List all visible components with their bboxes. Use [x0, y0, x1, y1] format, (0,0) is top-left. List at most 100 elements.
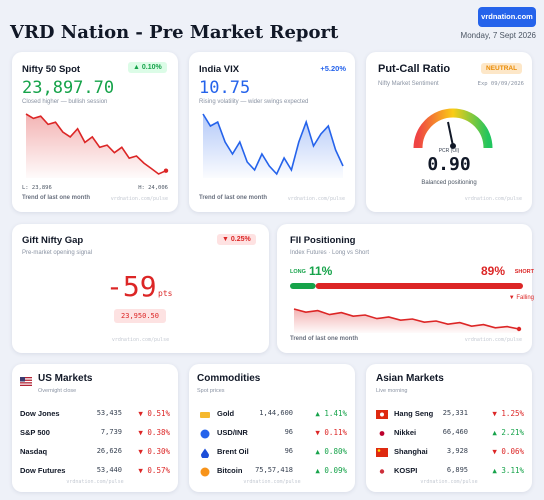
market-level: 75,57,418: [255, 466, 293, 474]
market-name: Shanghai: [394, 447, 428, 456]
flag-icon: [20, 377, 32, 386]
market-change: ▲ 0.09%: [315, 466, 347, 475]
report-date: Monday, 7 Sept 2026: [460, 31, 536, 40]
market-change: ▲ 1.41%: [315, 409, 347, 418]
card-title: FII Positioning: [290, 235, 356, 246]
watermark: vrdnation.com/pulse: [464, 337, 522, 343]
trend-label: Trend of last one month: [199, 195, 268, 201]
us-card: [12, 364, 178, 492]
gift-card: [12, 224, 269, 353]
long-bar: [290, 283, 316, 289]
market-change: ▼ 0.30%: [138, 447, 170, 456]
sparkline-area: [294, 309, 519, 333]
row-icon: [376, 429, 388, 438]
market-name: USD/INR: [217, 428, 248, 437]
row-icon: [376, 410, 388, 419]
market-name: Dow Jones: [20, 409, 60, 418]
subtitle: Nifty Market Sentiment: [378, 81, 439, 87]
change-badge: ▲ 0.10%: [128, 62, 167, 73]
sparkline-line: [293, 308, 520, 330]
low-label: L: 23,896: [22, 185, 52, 191]
market-name: Brent Oil: [217, 447, 249, 456]
card-title: India VIX: [199, 64, 240, 75]
row-icon: [200, 412, 210, 418]
subtitle: Index Futures · Long vs Short: [290, 250, 370, 256]
market-level: 26,626: [96, 447, 122, 455]
row-icon: [201, 448, 209, 458]
market-level: 53,435: [96, 409, 122, 417]
last-point: [163, 168, 169, 173]
market-name: Nasdaq: [20, 447, 48, 456]
card-title: US Markets: [38, 373, 93, 384]
site-link[interactable]: vrdnation.com: [478, 7, 536, 27]
card-title: Gift Nifty Gap: [22, 235, 84, 246]
change: +5.20%: [320, 64, 346, 73]
subtitle: Pre-market opening signal: [22, 250, 93, 256]
row-icon: [200, 467, 210, 477]
note: Closed higher — bullish session: [22, 99, 108, 105]
note: Balanced positioning: [421, 180, 477, 186]
market-change: ▼ 0.57%: [138, 466, 170, 475]
short-label: SHORT: [514, 269, 534, 275]
row-icon: [376, 467, 388, 476]
market-level: 96: [284, 428, 293, 436]
market-change: ▼ 0.06%: [492, 447, 524, 456]
commodities-card: [189, 364, 355, 492]
market-level: 25,331: [442, 409, 468, 417]
gauge-needle: [447, 121, 454, 147]
vix-value: 10.75: [199, 78, 251, 98]
subtitle: Live morning: [376, 388, 408, 394]
card-title: Put-Call Ratio: [378, 63, 451, 75]
market-name: Bitcoin: [217, 466, 243, 475]
market-change: ▲ 0.80%: [315, 447, 347, 456]
market-name: Gold: [217, 409, 235, 418]
asia-card: [366, 364, 532, 492]
row-icon: [376, 448, 388, 457]
market-change: ▲ 3.11%: [492, 466, 524, 475]
card-title: Nifty 50 Spot: [22, 64, 81, 75]
last-point: [516, 326, 522, 332]
high-label: H: 24,006: [138, 185, 168, 191]
row-icon: [200, 429, 210, 439]
sparkline: [25, 113, 169, 178]
trend-label: Trend of last one month: [290, 336, 359, 342]
watermark: vrdnation.com/pulse: [66, 479, 124, 485]
market-change: ▼ 1.25%: [492, 409, 524, 418]
change-badge: ▼ 0.25%: [217, 234, 256, 245]
sparkline-area: [203, 114, 343, 178]
watermark: vrdnation.com/pulse: [111, 337, 170, 343]
expiry: Exp 09/09/2026: [477, 81, 524, 87]
direction: ▼ Falling: [508, 295, 534, 301]
pcr-card: [366, 52, 532, 212]
market-level: 53,440: [96, 466, 122, 474]
market-level: 96: [284, 447, 293, 455]
market-change: ▼ 0.11%: [315, 428, 347, 437]
watermark: vrdnation.com/pulse: [243, 479, 301, 485]
pcr-value: 0.90: [427, 154, 471, 175]
subtitle: Overnight close: [38, 388, 77, 394]
position-bar: [290, 283, 523, 289]
market-change: ▼ 0.51%: [138, 409, 170, 418]
page-title: VRD Nation - Pre Market Report: [10, 22, 339, 43]
gauge-label: PCR (OI): [438, 148, 460, 154]
watermark: vrdnation.com/pulse: [110, 196, 168, 202]
market-level: 6,895: [446, 466, 468, 474]
market-name: Dow Futures: [20, 466, 66, 475]
gauge: [413, 108, 493, 149]
sparkline-line: [202, 113, 344, 176]
card-title: Commodities: [197, 373, 261, 384]
market-name: Nikkei: [394, 428, 417, 437]
gift-level: 23,950.50: [114, 309, 166, 323]
long-value: 11%: [309, 264, 333, 278]
watermark: vrdnation.com/pulse: [420, 479, 478, 485]
market-level: 3,928: [446, 447, 468, 455]
short-bar: [315, 283, 523, 289]
sparkline-line: [25, 113, 167, 175]
gap-unit: pts: [158, 289, 173, 298]
gauge-arc: [413, 108, 493, 149]
long-label: LONG: [290, 269, 306, 275]
note: Rising volatility — wider swings expecte…: [199, 99, 309, 105]
market-change: ▼ 0.38%: [138, 428, 170, 437]
market-change: ▲ 2.21%: [492, 428, 524, 437]
